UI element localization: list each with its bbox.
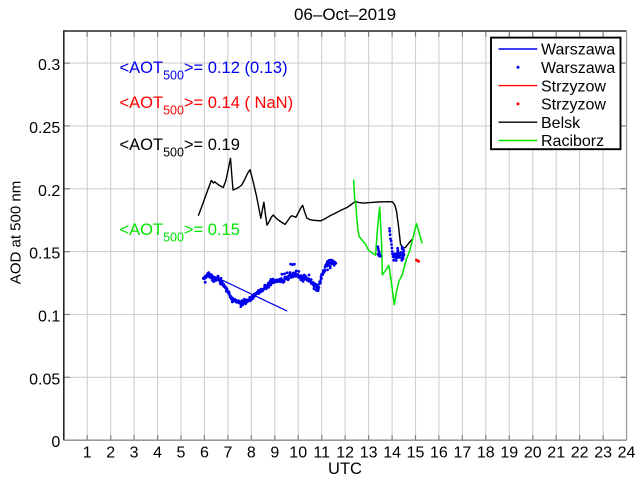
svg-text:16: 16 [430,445,448,462]
svg-text:18: 18 [477,445,495,462]
svg-text:11: 11 [313,445,330,462]
svg-text:<AOT500>= 0.19: <AOT500>= 0.19 [120,136,240,160]
svg-text:19: 19 [500,445,518,462]
svg-text:Strzyzow: Strzyzow [541,97,606,114]
svg-text:Belsk: Belsk [541,115,581,132]
svg-text:10: 10 [289,445,307,462]
svg-text:21: 21 [547,445,565,462]
svg-text:7: 7 [223,445,232,462]
svg-text:14: 14 [383,445,401,462]
svg-text:22: 22 [571,445,589,462]
svg-text:15: 15 [407,445,425,462]
svg-text:1: 1 [83,445,92,462]
svg-text:4: 4 [153,445,162,462]
svg-text:UTC: UTC [328,460,362,478]
svg-text:0.2: 0.2 [38,183,60,200]
svg-text:5: 5 [177,445,186,462]
svg-text:12: 12 [336,445,354,462]
svg-text:0: 0 [51,434,60,451]
svg-text:17: 17 [454,445,472,462]
svg-text:0.1: 0.1 [38,309,60,326]
svg-text:2: 2 [106,445,115,462]
svg-text:Raciborz: Raciborz [541,133,604,150]
svg-text:8: 8 [247,445,256,462]
svg-text:3: 3 [130,445,139,462]
svg-text:Strzyzow: Strzyzow [541,78,606,95]
svg-text:06–Oct–2019: 06–Oct–2019 [294,5,396,24]
svg-text:<AOT500>= 0.12 (0.13): <AOT500>= 0.12 (0.13) [120,59,288,83]
svg-text:<AOT500>= 0.14 ( NaN): <AOT500>= 0.14 ( NaN) [120,94,294,118]
svg-text:9: 9 [270,445,279,462]
svg-text:6: 6 [200,445,209,462]
svg-text:Warszawa: Warszawa [541,42,615,59]
svg-text:Warszawa: Warszawa [541,60,615,77]
svg-text:20: 20 [524,445,542,462]
svg-text:AOD at 500 nm: AOD at 500 nm [8,181,25,284]
svg-text:0.15: 0.15 [29,246,60,263]
svg-text:0.05: 0.05 [29,371,60,388]
svg-text:13: 13 [360,445,378,462]
svg-text:24: 24 [618,445,636,462]
svg-text:0.25: 0.25 [29,120,60,137]
svg-text:23: 23 [594,445,612,462]
svg-text:<AOT500>= 0.15: <AOT500>= 0.15 [120,221,240,245]
svg-text:0.3: 0.3 [38,57,60,74]
